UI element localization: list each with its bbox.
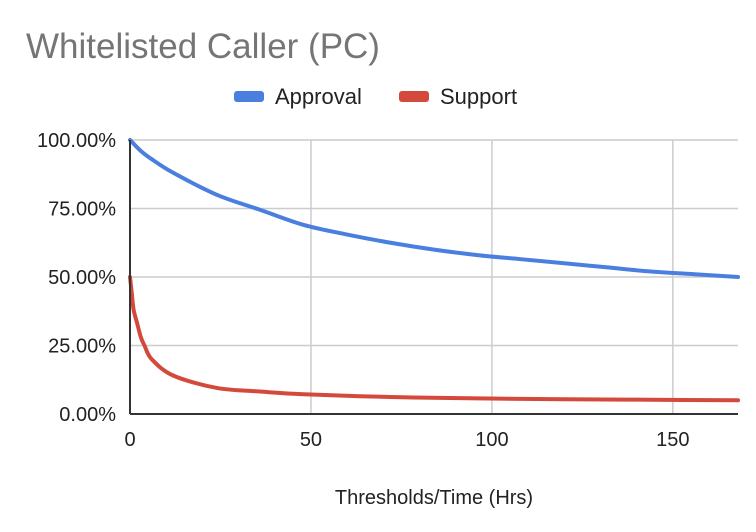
x-axis-title: Thresholds/Time (Hrs): [335, 487, 533, 509]
x-tick-label: 100: [475, 429, 508, 451]
y-axis-ticks: 0.00% 25.00% 50.00% 75.00% 100.00%: [37, 130, 116, 426]
chart-axes: [129, 140, 738, 415]
legend-item-support: Support: [399, 84, 517, 109]
series-line-approval: [128, 138, 740, 279]
chart-legend: Approval Support: [234, 84, 517, 109]
legend-swatch: [234, 91, 264, 102]
legend-label: Approval: [275, 84, 362, 109]
x-tick-label: 150: [656, 429, 689, 451]
legend-item-approval: Approval: [234, 84, 362, 109]
y-tick-label: 0.00%: [59, 404, 116, 426]
y-tick-label: 50.00%: [48, 267, 116, 289]
x-tick-label: 50: [300, 429, 322, 451]
y-tick-label: 25.00%: [48, 336, 116, 358]
chart-series: [128, 138, 740, 403]
chart-gridlines: [130, 139, 738, 414]
legend-swatch: [399, 91, 429, 102]
y-tick-label: 100.00%: [37, 130, 116, 152]
y-tick-label: 75.00%: [48, 199, 116, 221]
x-axis-ticks: 0 50 100 150: [124, 429, 689, 451]
x-tick-label: 0: [124, 429, 135, 451]
legend-label: Support: [440, 84, 517, 109]
chart-title: Whitelisted Caller (PC): [26, 27, 380, 66]
series-line-support: [128, 275, 740, 403]
